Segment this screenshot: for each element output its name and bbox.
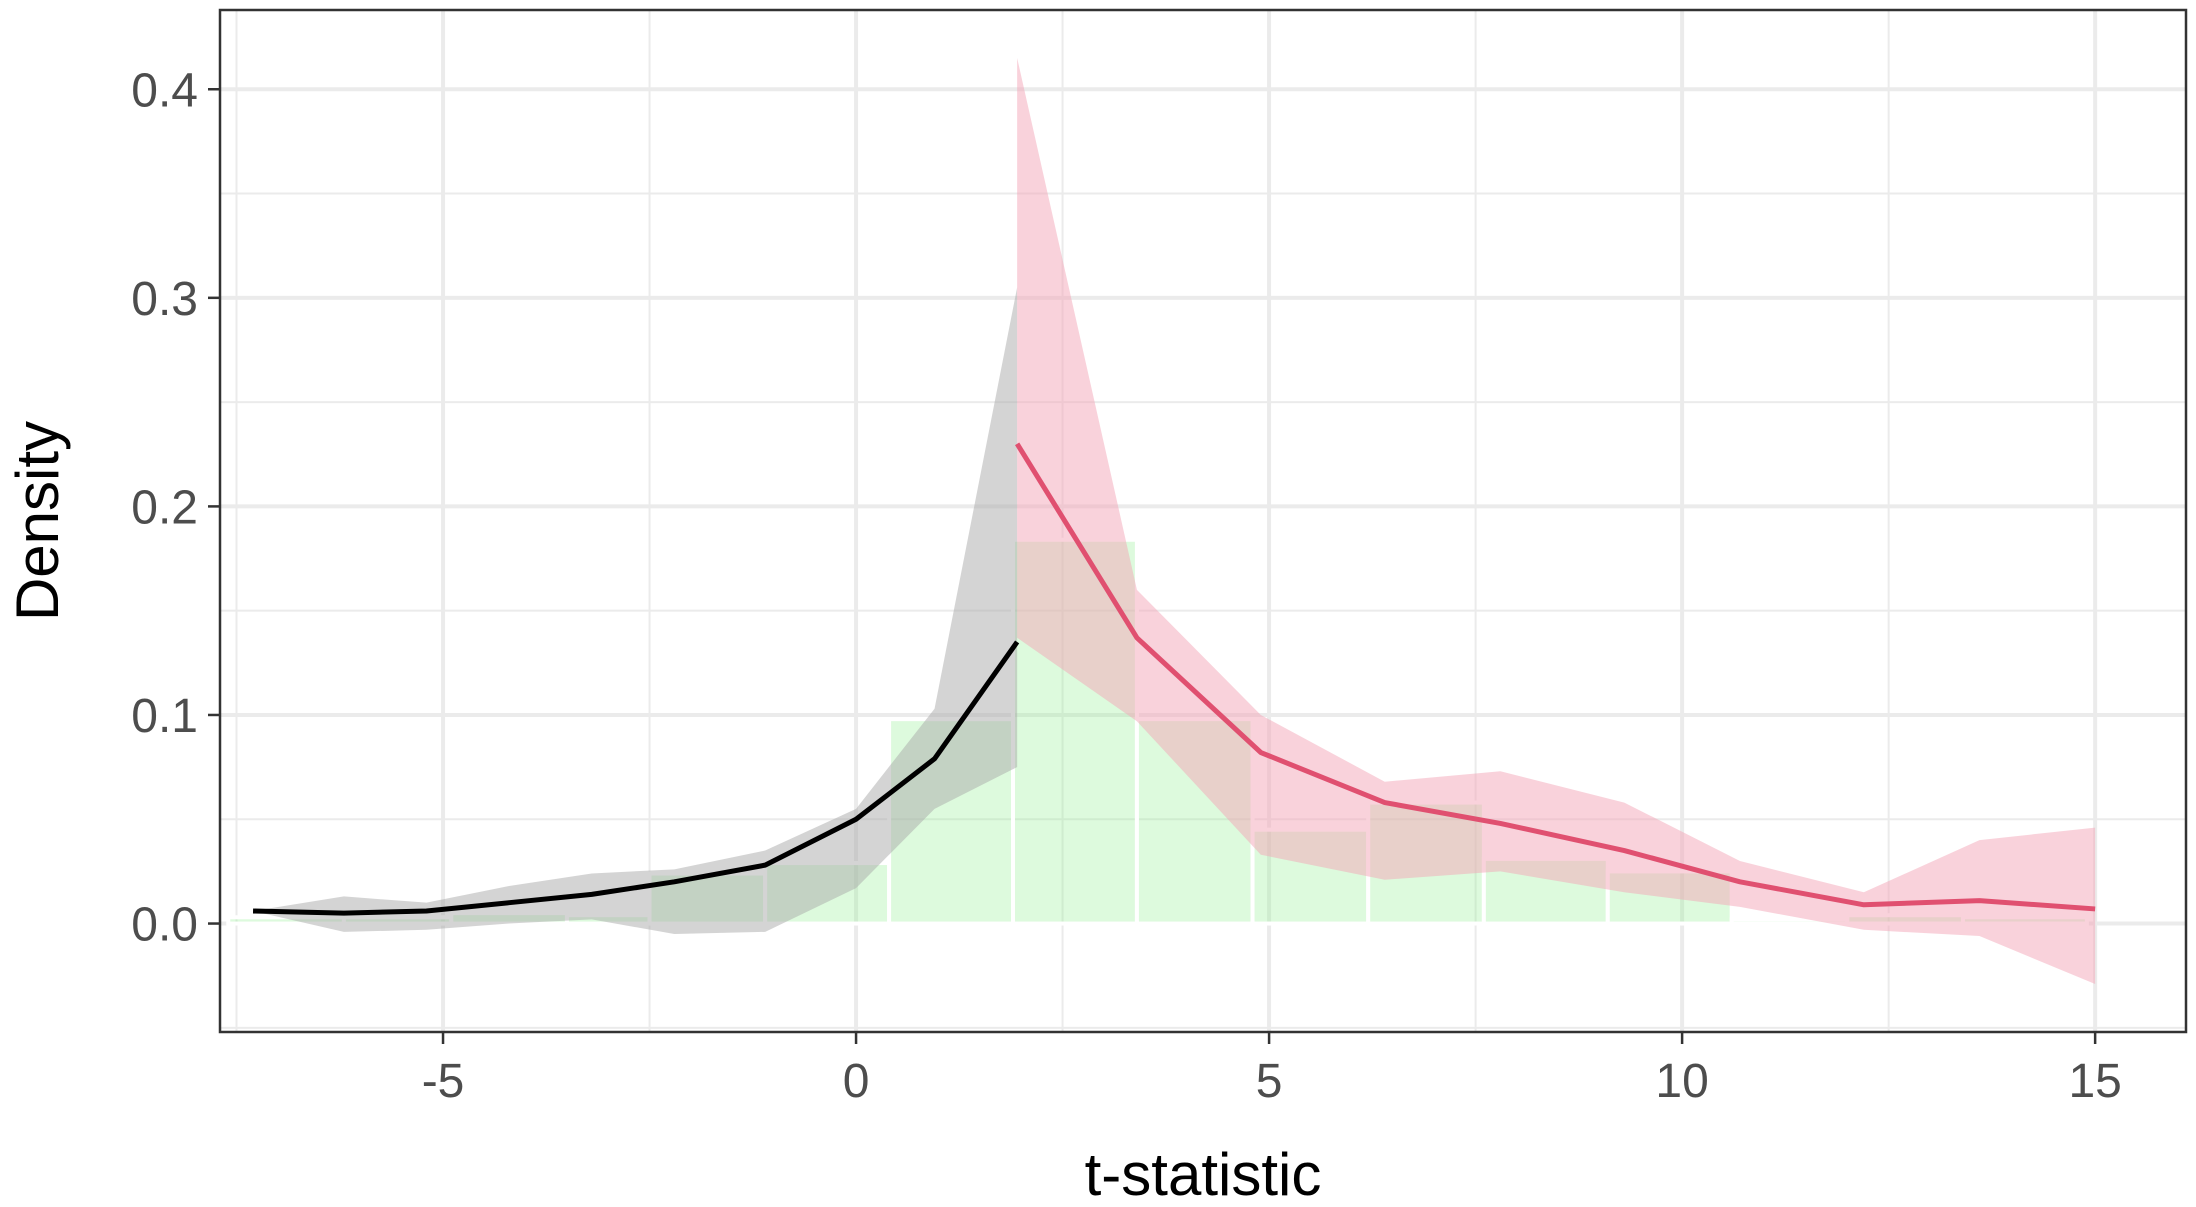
y-tick-label: 0.0 xyxy=(131,899,198,952)
x-tick-label: 5 xyxy=(1256,1055,1283,1108)
x-tick-label: 0 xyxy=(843,1055,870,1108)
series-lines xyxy=(252,442,2096,916)
x-axis: -5 0 5 10 15 xyxy=(422,1032,2122,1108)
series-2-line xyxy=(1015,442,2096,912)
y-tick-label: 0.4 xyxy=(131,64,198,117)
series-2-confidence-band xyxy=(1017,57,2096,985)
y-tick-label: 0.3 xyxy=(131,273,198,326)
confidence-bands xyxy=(253,57,2096,985)
x-tick-label: 15 xyxy=(2068,1055,2121,1108)
x-axis-title: t-statistic xyxy=(1085,1141,1322,1207)
y-tick-label: 0.2 xyxy=(131,481,198,534)
y-tick-label: 0.1 xyxy=(131,690,198,743)
x-tick-label: 10 xyxy=(1655,1055,1708,1108)
x-tick-label: -5 xyxy=(422,1055,465,1108)
plot-panel-border xyxy=(218,8,2188,1034)
y-axis-title: Density xyxy=(4,421,71,621)
y-axis: 0.0 0.1 0.2 0.3 0.4 xyxy=(131,64,220,952)
series-1-line xyxy=(252,640,1020,916)
